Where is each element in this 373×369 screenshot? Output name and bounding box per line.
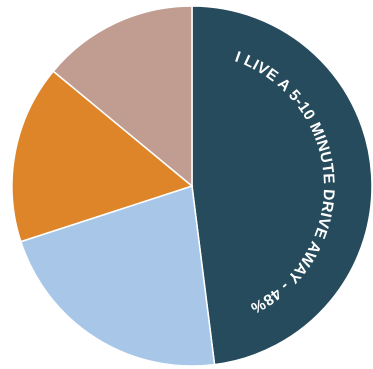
pie-slice-4 bbox=[52, 5, 193, 188]
pie-slice-3 bbox=[11, 70, 194, 243]
pie-slices bbox=[11, 5, 373, 367]
pie-slice-1 bbox=[191, 5, 373, 366]
pie-slice-2 bbox=[19, 185, 216, 367]
